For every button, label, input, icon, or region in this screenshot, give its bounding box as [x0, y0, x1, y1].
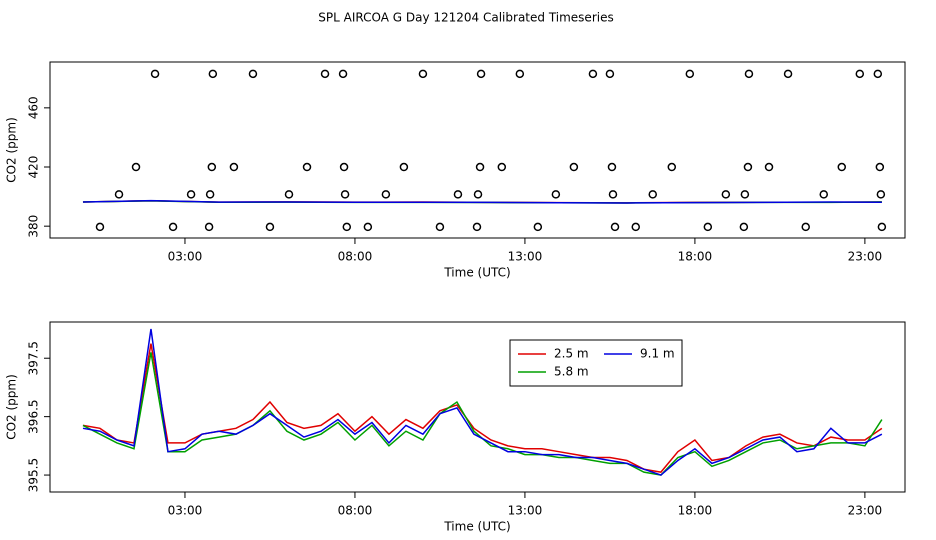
data-point — [685, 69, 695, 79]
data-point — [473, 190, 483, 199]
data-point — [875, 162, 885, 172]
data-point — [569, 162, 579, 172]
series-line — [82, 328, 883, 476]
x-tick-label: 08:00 — [338, 504, 373, 518]
data-point — [588, 69, 598, 79]
data-point — [515, 69, 525, 79]
x-tick-label: 23:00 — [848, 250, 883, 264]
data-point — [744, 69, 754, 79]
x-axis-label: Time (UTC) — [443, 266, 510, 280]
data-point — [667, 162, 677, 172]
data-point — [338, 69, 348, 79]
data-point — [605, 69, 615, 79]
data-point — [476, 69, 486, 79]
series-line — [82, 352, 883, 476]
data-point — [320, 69, 330, 79]
data-point — [472, 222, 482, 232]
x-tick-label: 13:00 — [508, 504, 543, 518]
plot-frame — [49, 61, 906, 239]
legend-box — [509, 339, 683, 387]
data-point — [168, 222, 178, 232]
data-point — [739, 222, 749, 232]
x-axis-label: Time (UTC) — [443, 520, 510, 534]
data-point — [131, 162, 141, 172]
data-point — [703, 222, 713, 232]
x-tick-label: 03:00 — [168, 250, 203, 264]
data-point — [248, 69, 258, 79]
data-point — [877, 222, 887, 232]
y-tick-label: 460 — [27, 96, 41, 119]
data-point — [801, 222, 810, 232]
data-point — [497, 162, 507, 172]
data-point — [229, 162, 239, 172]
data-point — [551, 190, 561, 199]
y-tick-label: 380 — [27, 215, 41, 238]
x-tick-label: 08:00 — [338, 250, 373, 264]
data-point — [607, 162, 617, 172]
x-tick-label: 18:00 — [678, 250, 713, 264]
y-tick-label: 396.5 — [27, 399, 41, 433]
data-point — [340, 190, 350, 199]
data-point — [150, 69, 160, 79]
data-point — [342, 222, 352, 232]
data-point — [740, 190, 750, 199]
y-tick-label: 395.5 — [27, 458, 41, 492]
x-tick-label: 13:00 — [508, 250, 543, 264]
series-line — [82, 199, 882, 204]
data-point — [721, 190, 731, 199]
data-point — [819, 190, 828, 199]
legend-label: 5.8 m — [554, 365, 589, 379]
data-point — [418, 69, 428, 79]
data-point — [207, 162, 217, 172]
data-point — [631, 222, 641, 232]
y-tick-label: 397.5 — [27, 341, 41, 375]
data-point — [608, 190, 618, 199]
x-tick-label: 18:00 — [678, 504, 713, 518]
chart-title: SPL AIRCOA G Day 121204 Calibrated Times… — [318, 11, 613, 25]
data-point — [743, 162, 753, 172]
data-point — [855, 69, 865, 79]
legend-label: 9.1 m — [640, 347, 675, 361]
data-point — [204, 222, 214, 232]
x-tick-label: 03:00 — [168, 504, 203, 518]
x-tick-label: 23:00 — [848, 504, 883, 518]
data-point — [339, 162, 349, 172]
data-point — [837, 162, 847, 172]
data-point — [208, 69, 218, 79]
y-tick-label: 420 — [27, 156, 41, 179]
data-point — [475, 162, 485, 172]
legend-label: 2.5 m — [554, 347, 589, 361]
data-point — [435, 222, 445, 232]
data-point — [265, 222, 275, 232]
data-point — [363, 222, 373, 232]
data-point — [533, 222, 543, 232]
data-point — [876, 190, 886, 199]
data-point — [381, 190, 391, 199]
data-point — [114, 190, 124, 199]
data-point — [284, 190, 294, 199]
data-point — [764, 162, 774, 172]
y-axis-label: CO2 (ppm) — [5, 117, 19, 183]
data-point — [302, 162, 312, 172]
data-point — [95, 222, 105, 232]
data-point — [453, 190, 463, 199]
series-line — [82, 343, 883, 473]
data-point — [399, 162, 409, 172]
data-point — [186, 190, 196, 199]
y-axis-label: CO2 (ppm) — [5, 374, 19, 440]
data-point — [610, 222, 620, 232]
data-point — [648, 190, 657, 199]
plot-frame — [49, 321, 906, 493]
data-point — [205, 190, 215, 199]
data-point — [783, 69, 793, 79]
data-point — [873, 69, 883, 79]
